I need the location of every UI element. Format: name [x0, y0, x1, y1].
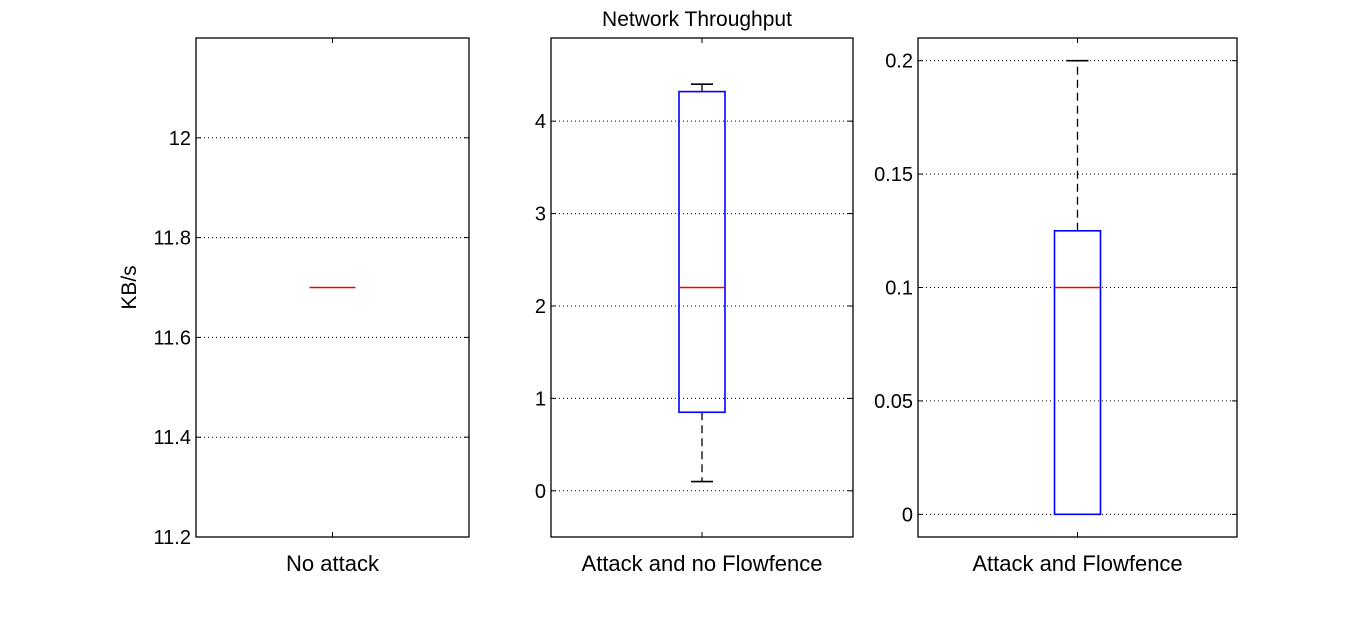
chart-panel-3: 0 0.05 0.1 0.15 0.2 Attack and Flowfence	[874, 37, 1238, 576]
y-tick-label: 11.8	[154, 228, 191, 250]
category-label: Attack and no Flowfence	[582, 551, 823, 576]
y-tick-label: 12	[169, 128, 191, 150]
y-tick-label: 11.2	[154, 527, 191, 549]
y-tick-label: 11.4	[154, 427, 191, 449]
y-axis-label: KB/s	[118, 265, 141, 309]
chart-panel-1: 11.2 11.4 11.6 11.8 12 No attack KB/s	[118, 37, 470, 576]
y-tick-label: 11.6	[154, 327, 191, 349]
y-tick-label: 2	[535, 296, 546, 318]
category-label: No attack	[286, 551, 380, 576]
y-tick-label: 4	[535, 111, 546, 133]
y-tick-label: 0.05	[874, 391, 913, 413]
box	[678, 90, 726, 414]
y-tick-label: 0.2	[885, 51, 913, 73]
y-tick-label: 1	[535, 388, 546, 410]
figure-title: Network Throughput	[602, 8, 792, 31]
y-tick-label: 0.15	[874, 164, 913, 186]
y-tick-label: 0	[535, 481, 546, 503]
y-tick-label: 0	[902, 504, 913, 526]
y-tick-label: 3	[535, 204, 546, 226]
y-tick-label: 0.1	[885, 278, 913, 300]
chart-panel-2: 0 1 2 3 4 Attack and no Flowfence	[535, 37, 854, 576]
category-label: Attack and Flowfence	[972, 551, 1182, 576]
box	[1053, 229, 1102, 516]
